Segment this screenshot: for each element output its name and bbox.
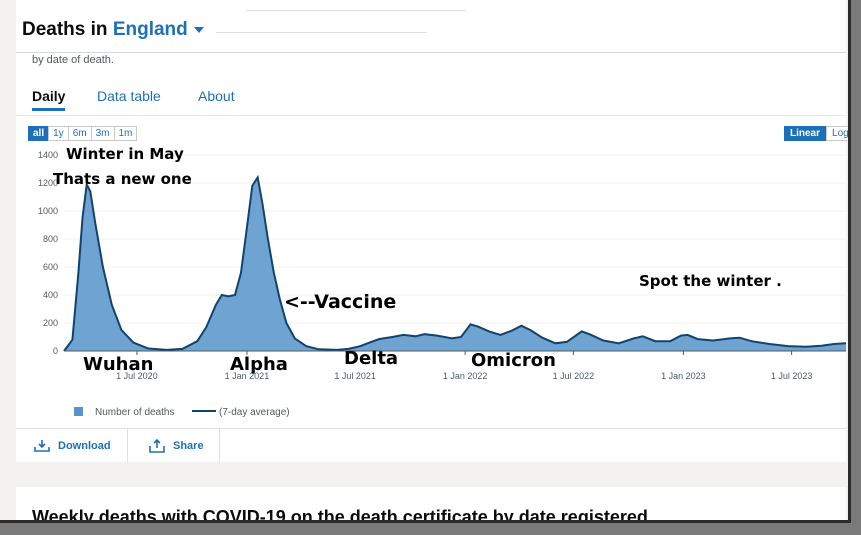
chart-annotation: Spot the winter . bbox=[639, 272, 782, 290]
area-selector[interactable]: England bbox=[113, 19, 204, 40]
y-tick-label: 1400 bbox=[38, 150, 58, 160]
share-icon bbox=[149, 439, 165, 453]
faded-underlay-text bbox=[246, 10, 466, 15]
chart-card: Deaths in England by date of death. Dail… bbox=[16, 0, 848, 463]
range-all-button[interactable]: all bbox=[28, 126, 50, 141]
share-label: Share bbox=[173, 440, 204, 452]
chevron-down-icon bbox=[193, 26, 204, 33]
card-header: Deaths in England bbox=[16, 0, 846, 53]
x-tick-label: 1 Jul 2022 bbox=[553, 371, 595, 381]
x-tick-label: 1 Jul 2021 bbox=[334, 371, 376, 381]
deaths-chart: 0 200 400 600 800 1000 1200 1400 1 Jul 2020 1 Jan… bbox=[38, 145, 846, 418]
footer-divider bbox=[219, 429, 220, 463]
x-tick-label: 1 Jan 2023 bbox=[661, 371, 706, 381]
scale-selector: Linear Log bbox=[784, 126, 848, 141]
download-icon bbox=[34, 440, 50, 452]
chart-annotation: Thats a new one bbox=[53, 170, 192, 188]
x-tick-label: 1 Jul 2023 bbox=[771, 371, 813, 381]
y-tick-label: 0 bbox=[53, 346, 58, 356]
x-tick-label: 1 Jan 2022 bbox=[443, 371, 488, 381]
next-card: Weekly deaths with COVID-19 on the death… bbox=[16, 487, 846, 523]
card-footer: Download Share bbox=[16, 428, 846, 463]
chart-subtitle: by date of death. bbox=[32, 54, 114, 66]
next-card-heading: Weekly deaths with COVID-19 on the death… bbox=[32, 507, 648, 523]
tab-daily[interactable]: Daily bbox=[32, 88, 66, 111]
scale-log-button[interactable]: Log bbox=[826, 126, 848, 141]
page-title: Deaths in England bbox=[22, 19, 204, 41]
chart-annotation: <--Vaccine bbox=[284, 291, 396, 313]
chart-annotation: Omicron bbox=[471, 350, 556, 371]
chart-annotation: Alpha bbox=[230, 354, 288, 375]
share-button[interactable]: Share bbox=[149, 429, 204, 463]
y-tick-label: 1200 bbox=[38, 178, 58, 188]
y-tick-label: 400 bbox=[43, 290, 58, 300]
legend-swatch-number-of-deaths bbox=[74, 407, 83, 416]
download-button[interactable]: Download bbox=[34, 429, 111, 463]
tab-about[interactable]: About bbox=[198, 88, 235, 104]
chart-annotation: Winter in May bbox=[66, 145, 184, 163]
title-prefix: Deaths in bbox=[22, 19, 108, 40]
tab-data-table[interactable]: Data table bbox=[97, 88, 161, 104]
faded-underlay-text bbox=[216, 32, 426, 37]
tab-divider bbox=[16, 115, 846, 116]
y-tick-label: 200 bbox=[43, 318, 58, 328]
footer-divider bbox=[127, 429, 128, 463]
scale-linear-button[interactable]: Linear bbox=[784, 126, 827, 141]
chart-annotation: Wuhan bbox=[83, 354, 153, 375]
download-label: Download bbox=[58, 440, 111, 452]
x-tick-label: 1 Jan 2021 bbox=[225, 371, 270, 381]
area-name: England bbox=[112, 19, 188, 40]
deaths-area bbox=[64, 177, 846, 351]
legend-label-7-day-average: (7-day average) bbox=[219, 407, 290, 418]
y-tick-label: 1000 bbox=[38, 206, 58, 216]
screenshot-frame: Deaths in England by date of death. Dail… bbox=[0, 0, 851, 523]
range-selector: all 1y 6m 3m 1m bbox=[28, 126, 138, 141]
legend-label-number-of-deaths: Number of deaths bbox=[95, 407, 175, 418]
y-tick-label: 800 bbox=[43, 234, 58, 244]
range-6m-button[interactable]: 6m bbox=[67, 126, 92, 141]
x-tick-label: 1 Jul 2020 bbox=[116, 371, 158, 381]
y-tick-label: 600 bbox=[43, 262, 58, 272]
range-1m-button[interactable]: 1m bbox=[113, 126, 138, 141]
chart-annotation: Delta bbox=[344, 348, 398, 369]
seven-day-average-line bbox=[63, 174, 846, 352]
